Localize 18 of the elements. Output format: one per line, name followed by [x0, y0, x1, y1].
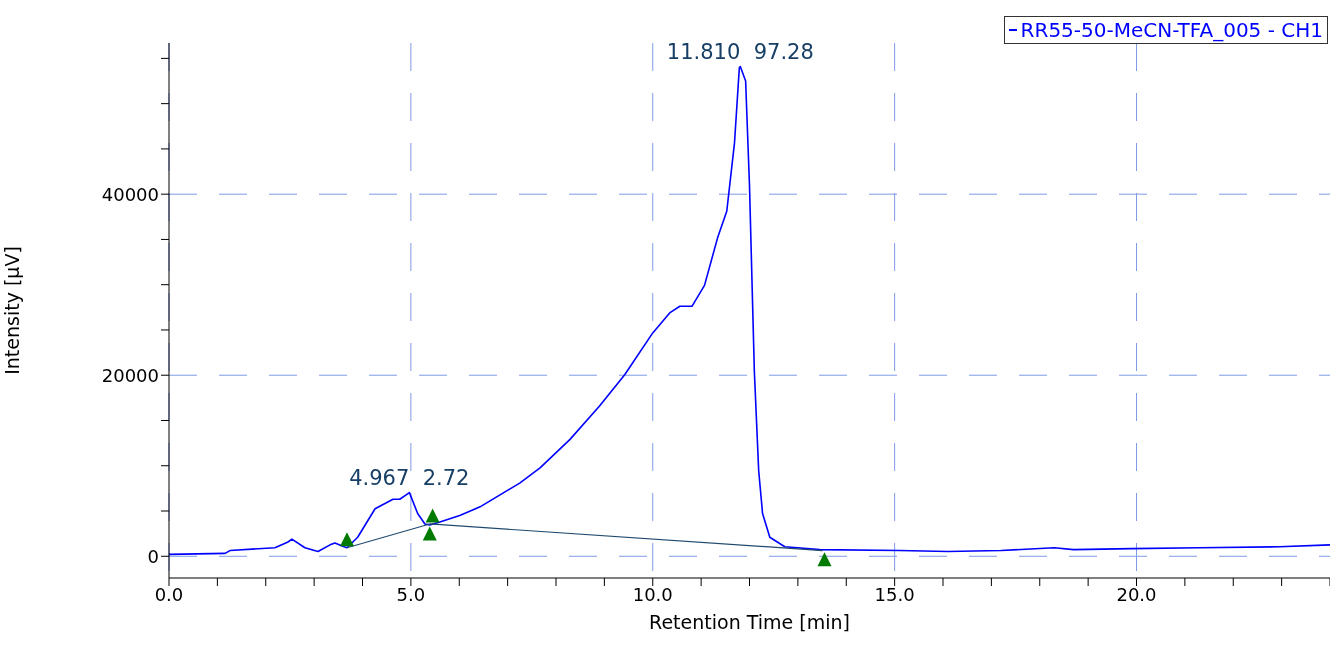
- x-tick-label: 15.0: [874, 583, 915, 605]
- x-axis-title: Retention Time [min]: [649, 611, 850, 633]
- point: [817, 552, 832, 567]
- y-tick-label: 0: [147, 545, 159, 567]
- point: [422, 526, 437, 541]
- x-tick-label: 20.0: [1116, 583, 1157, 605]
- annotation: 4.967 2.72: [349, 465, 470, 490]
- y-tick-label: 40000: [101, 183, 159, 205]
- x-tick-label: 10.0: [632, 583, 673, 605]
- legend-label: RR55-50-MeCN-TFA_005 - CH1: [1020, 18, 1323, 42]
- x-tick-label: 0.0: [154, 583, 184, 605]
- point: [425, 508, 440, 523]
- line-series: [169, 65, 1330, 556]
- y-tick-label: 20000: [101, 364, 159, 386]
- y-axis-title: Intensity [µV]: [0, 246, 23, 375]
- annotation: 11.810 97.28: [666, 39, 814, 64]
- x-tick-label: 5.0: [396, 583, 426, 605]
- point: [340, 532, 355, 547]
